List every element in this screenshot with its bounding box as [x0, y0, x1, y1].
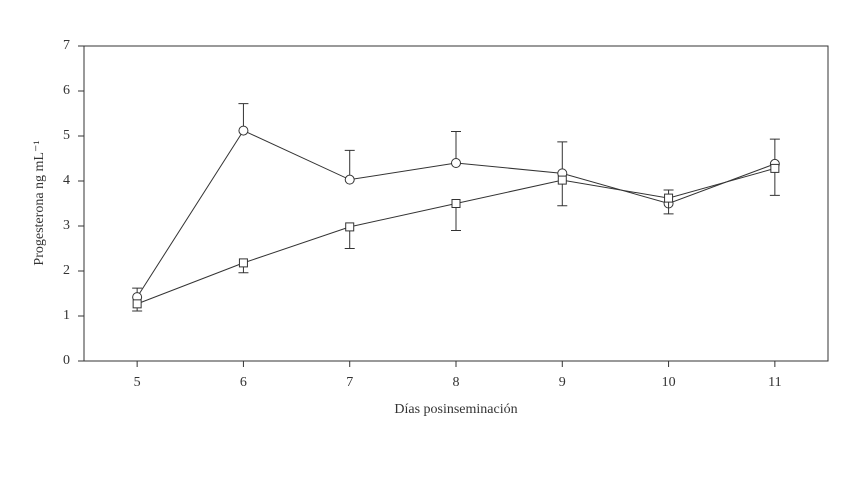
x-tick-label: 8 — [453, 375, 460, 390]
data-point — [238, 258, 248, 268]
error-bar — [557, 141, 568, 174]
x-tick-label: 9 — [559, 375, 566, 390]
x-tick-label: 11 — [768, 375, 781, 390]
x-tick-label: 10 — [662, 375, 676, 390]
error-bar — [451, 131, 461, 163]
data-point — [664, 193, 674, 203]
y-tick-label: 2 — [63, 263, 70, 278]
x-tick-label: 6 — [240, 375, 247, 390]
data-point — [238, 125, 249, 136]
y-tick-label: 6 — [63, 83, 70, 98]
y-tick-label: 5 — [63, 128, 70, 143]
data-point — [132, 299, 142, 309]
data-point — [344, 174, 355, 185]
data-point — [345, 222, 355, 232]
data-point — [451, 158, 461, 168]
x-tick-label: 5 — [134, 375, 141, 390]
series-line — [136, 167, 775, 305]
x-tick-label: 7 — [346, 375, 353, 390]
y-tick-label: 3 — [63, 218, 70, 233]
data-point — [557, 175, 567, 185]
x-axis-label: Días posinseminación — [394, 402, 517, 417]
data-point — [770, 163, 780, 173]
data-point — [451, 199, 461, 208]
y-tick-label: 0 — [63, 353, 70, 368]
y-tick-label: 4 — [63, 173, 70, 188]
y-tick-label: 7 — [63, 38, 70, 53]
y-axis-label: Progesterona ng mL⁻¹ — [32, 140, 47, 265]
y-tick-label: 1 — [63, 308, 70, 323]
